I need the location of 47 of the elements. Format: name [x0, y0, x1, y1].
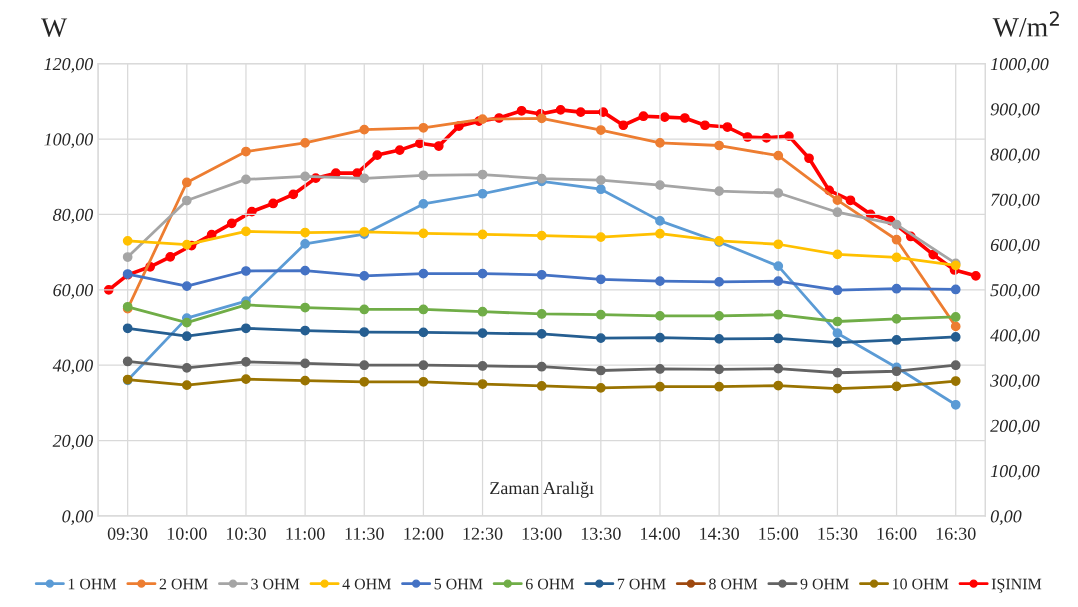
x-tick-label: 16:30	[936, 527, 976, 540]
legend-label: 6 OHM	[525, 578, 575, 590]
legend-label: 1 OHM	[68, 578, 117, 590]
x-tick-label: 09:30	[107, 527, 148, 540]
x-tick-label: 10:30	[226, 527, 266, 540]
y-tick-label: 80,00	[52, 208, 94, 224]
y-tick-label: 120,00	[44, 57, 94, 73]
x-tick-label: 15:30	[818, 527, 858, 540]
y2-tick-label: 0,00	[990, 510, 1022, 525]
y2-tick-label: 600,00	[990, 238, 1040, 254]
y-tick-label: 40,00	[52, 359, 94, 375]
x-tick-label: 11:00	[286, 527, 325, 540]
x-tick-label: 10:00	[167, 527, 207, 540]
y2-tick-label: 700,00	[991, 193, 1040, 209]
y2-tick-label: 100,00	[990, 464, 1040, 480]
legend-label: 8 OHM	[709, 578, 758, 590]
legend-label: 9 OHM	[800, 578, 849, 590]
y2-tick-label: 300,00	[990, 374, 1040, 390]
y2-tick-label: 500,00	[990, 284, 1040, 299]
x-tick-label: 15:00	[759, 527, 799, 540]
x-tick-label: 16:00	[877, 527, 917, 540]
x-axis-title: Zaman Aralığı	[490, 481, 594, 498]
legend-label: 2 OHM	[159, 578, 208, 590]
y2-tick-label: 400,00	[990, 329, 1040, 345]
y-axis-title: W	[40, 18, 68, 37]
y-tick-label: 60,00	[53, 284, 94, 299]
legend-label: 5 OHM	[434, 578, 483, 590]
y-tick-label: 0,00	[62, 510, 94, 525]
x-tick-label: 13:30	[581, 527, 621, 540]
y-tick-label: 20,00	[52, 434, 94, 450]
y2-axis-title: W/m$^{2}$	[992, 11, 1059, 37]
x-tick-label: 11:30	[345, 527, 384, 540]
y2-tick-label: 900,00	[990, 103, 1040, 118]
x-tick-label: 14:30	[700, 527, 740, 540]
legend-label: IŞINIM	[991, 578, 1042, 593]
y-tick-label: 100,00	[44, 133, 94, 149]
x-tick-label: 14:00	[641, 527, 680, 540]
y2-tick-label: 800,00	[990, 148, 1040, 164]
legend-label: 4 OHM	[342, 578, 391, 590]
legend-label: 10 OHM	[893, 578, 949, 590]
x-tick-label: 12:00	[404, 527, 444, 540]
legend-label: 3 OHM	[251, 578, 300, 590]
y2-tick-label: 200,00	[990, 419, 1040, 435]
x-tick-label: 13:00	[522, 527, 562, 540]
x-tick-label: 12:30	[463, 527, 503, 540]
y2-tick-label: 1000,00	[990, 57, 1049, 73]
legend-label: 7 OHM	[617, 578, 666, 590]
